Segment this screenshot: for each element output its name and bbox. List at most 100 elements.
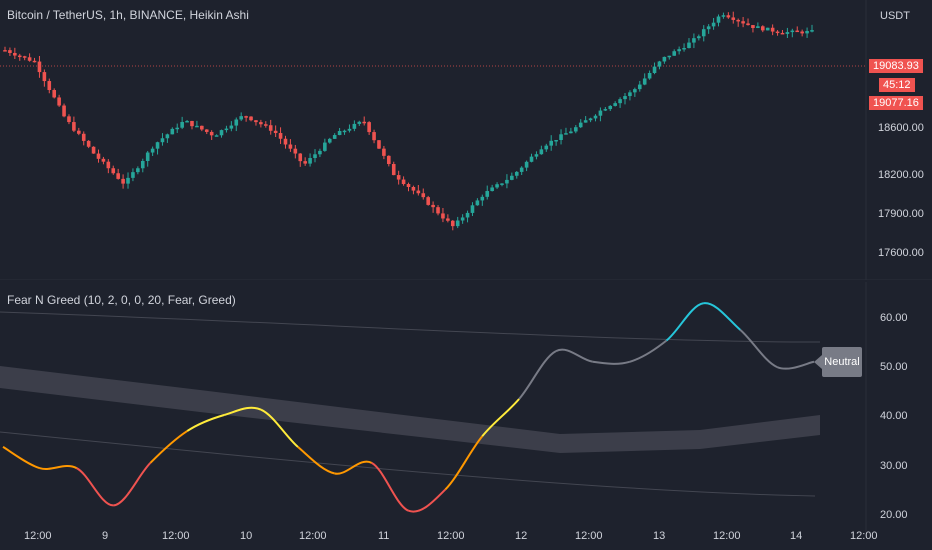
candle-body bbox=[337, 131, 342, 136]
indicator-axis-label: 30.00 bbox=[880, 460, 908, 472]
low-price-tag: 19077.16 bbox=[869, 96, 923, 110]
candle-body bbox=[136, 168, 140, 173]
candle-body bbox=[613, 103, 617, 106]
candle-body bbox=[539, 149, 544, 155]
candle-body bbox=[716, 16, 721, 23]
candle-body bbox=[544, 145, 549, 150]
candle-body bbox=[111, 168, 116, 174]
candle-body bbox=[465, 212, 470, 218]
fear-greed-segment bbox=[665, 302, 704, 342]
candle-body bbox=[751, 25, 755, 29]
candle-body bbox=[460, 217, 465, 221]
candle-body bbox=[711, 22, 716, 27]
candle-body bbox=[760, 26, 765, 31]
candle-body bbox=[559, 134, 563, 141]
neutral-band bbox=[0, 366, 820, 453]
time-axis-label: 12:00 bbox=[162, 530, 190, 542]
candle-body bbox=[268, 125, 273, 131]
time-axis-label: 12:00 bbox=[713, 530, 741, 542]
candle-body bbox=[642, 78, 647, 85]
fear-greed-chart[interactable] bbox=[0, 282, 932, 532]
candle-body bbox=[480, 196, 485, 201]
candle-body bbox=[682, 48, 686, 50]
candle-body bbox=[96, 153, 101, 159]
candle-body bbox=[278, 133, 283, 139]
last-price-tag: 19083.93 bbox=[869, 59, 923, 73]
time-axis-label: 12:00 bbox=[299, 530, 327, 542]
candle-body bbox=[81, 133, 86, 141]
candle-body bbox=[475, 200, 480, 206]
countdown-tag: 45:12 bbox=[879, 78, 915, 92]
candle-body bbox=[470, 205, 475, 213]
candle-body bbox=[298, 153, 303, 162]
candle-body bbox=[72, 122, 76, 131]
candle-body bbox=[519, 167, 524, 172]
candle-body bbox=[57, 97, 61, 106]
candle-body bbox=[190, 120, 194, 127]
candle-body bbox=[121, 178, 125, 184]
candle-body bbox=[37, 61, 42, 73]
candle-body bbox=[775, 31, 780, 34]
candle-body bbox=[770, 27, 775, 32]
symbol-title: Bitcoin / TetherUS, 1h, BINANCE, Heikin … bbox=[7, 8, 249, 22]
candle-body bbox=[22, 56, 27, 58]
candle-body bbox=[185, 120, 189, 123]
candle-body bbox=[411, 186, 416, 191]
candle-body bbox=[27, 57, 32, 61]
candle-body bbox=[692, 38, 696, 43]
currency-label[interactable]: USDT bbox=[880, 10, 910, 22]
candle-body bbox=[529, 156, 534, 162]
candle-body bbox=[234, 119, 239, 126]
candle-body bbox=[318, 150, 322, 155]
candle-body bbox=[672, 51, 677, 56]
candle-body bbox=[126, 177, 130, 184]
candle-body bbox=[608, 105, 613, 110]
candle-body bbox=[618, 99, 622, 104]
candle-body bbox=[549, 140, 554, 146]
candle-body bbox=[200, 125, 204, 130]
time-axis-label: 9 bbox=[102, 530, 109, 542]
candle-body bbox=[687, 42, 691, 49]
candle-body bbox=[214, 135, 219, 137]
candle-body bbox=[416, 190, 421, 194]
candle-body bbox=[598, 110, 603, 116]
candle-body bbox=[647, 72, 652, 79]
candle-body bbox=[195, 125, 199, 128]
candles-group bbox=[3, 11, 814, 231]
candle-body bbox=[377, 140, 381, 149]
candle-body bbox=[741, 21, 745, 24]
candle-body bbox=[91, 146, 96, 154]
fear-greed-segment bbox=[739, 329, 778, 369]
candle-body bbox=[165, 134, 170, 139]
candle-body bbox=[564, 133, 568, 135]
candle-body bbox=[785, 32, 790, 34]
candle-body bbox=[283, 138, 288, 145]
candle-body bbox=[500, 183, 504, 185]
candle-body bbox=[514, 171, 519, 176]
candle-body bbox=[534, 154, 539, 157]
candle-body bbox=[263, 124, 268, 126]
candle-body bbox=[524, 161, 529, 168]
fear-greed-segment bbox=[592, 360, 630, 365]
candle-body bbox=[391, 164, 396, 176]
candle-body bbox=[485, 191, 490, 197]
upper-bound bbox=[0, 311, 821, 343]
fear-greed-segment bbox=[2, 446, 41, 470]
time-axis-label: 12 bbox=[515, 530, 528, 542]
candle-body bbox=[62, 105, 66, 117]
candle-body bbox=[362, 121, 367, 124]
candle-body bbox=[450, 220, 455, 227]
fear-greed-segment bbox=[629, 339, 668, 363]
candle-body bbox=[623, 96, 627, 100]
candle-body bbox=[42, 72, 47, 82]
candle-body bbox=[224, 128, 229, 131]
fear-greed-segment bbox=[260, 408, 299, 448]
candle-body bbox=[790, 30, 795, 33]
main-price-chart[interactable] bbox=[0, 0, 932, 280]
candle-body bbox=[77, 130, 81, 134]
candle-body bbox=[795, 30, 800, 33]
indicator-title[interactable]: Fear N Greed (10, 2, 0, 0, 20, Fear, Gre… bbox=[7, 293, 236, 307]
candle-body bbox=[116, 173, 120, 179]
fear-greed-segment bbox=[76, 467, 114, 507]
